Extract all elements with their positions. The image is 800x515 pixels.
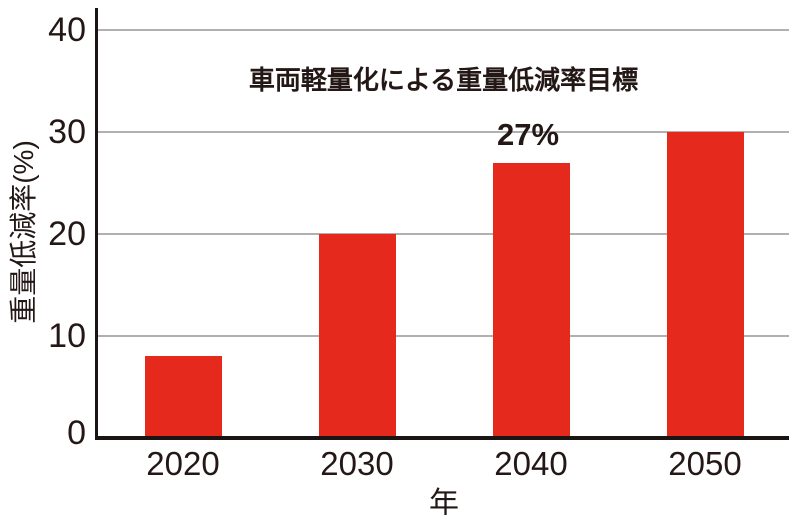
gridline-30 [98, 131, 789, 133]
y-axis-title: 重量低減率(%) [8, 140, 39, 324]
x-tick-label-2030: 2030 [320, 445, 394, 482]
gridline-20 [98, 233, 789, 235]
x-axis-title: 年 [429, 487, 459, 515]
y-tick-label-0: 0 [67, 414, 86, 452]
y-tick-label-30: 30 [48, 113, 86, 151]
chart-title: 車両軽量化による重量低減率目標 [248, 65, 639, 95]
x-axis-line [95, 436, 789, 440]
bar-2040 [492, 163, 570, 438]
bar-value-label: 27% [496, 116, 560, 152]
x-tick-label-2040: 2040 [494, 445, 568, 482]
y-tick-label-10: 10 [48, 317, 86, 355]
y-tick-label-20: 20 [48, 215, 86, 253]
bar-2050 [666, 132, 744, 438]
bar-2020 [144, 356, 222, 438]
plot-area: 車両軽量化による重量低減率目標 27% [98, 10, 789, 438]
gridline-10 [98, 335, 789, 337]
x-tick-label-2050: 2050 [668, 445, 742, 482]
x-tick-label-2020: 2020 [146, 445, 220, 482]
y-axis-line [95, 8, 98, 440]
y-tick-label-40: 40 [48, 11, 86, 49]
gridline-40 [98, 29, 789, 31]
bar-2030 [318, 234, 396, 438]
